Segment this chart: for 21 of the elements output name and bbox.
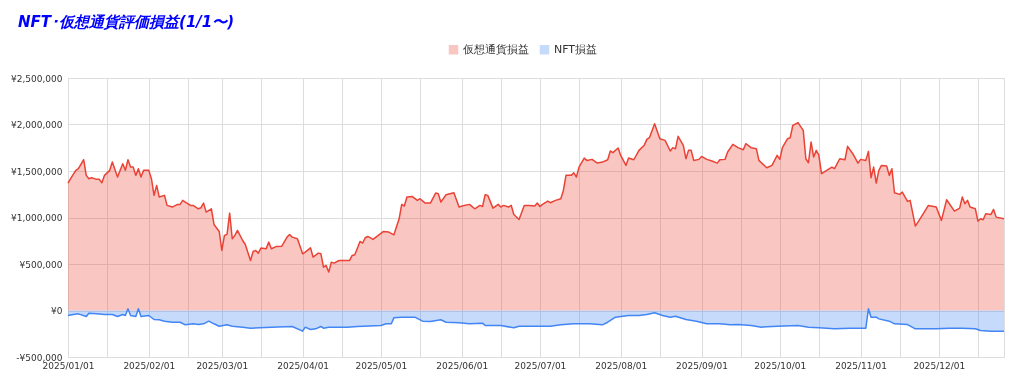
x-tick-label: 2025/10/01	[754, 360, 807, 371]
legend-label: NFT損益	[554, 42, 598, 56]
x-tick-label: 2025/02/01	[123, 360, 176, 371]
y-tick-label: ¥1,000,000	[10, 213, 63, 223]
y-tick-label: ¥2,500,000	[10, 73, 63, 84]
chart-title: NFT･仮想通貨評価損益(1/1〜)	[18, 13, 235, 31]
x-tick-label: 2025/04/01	[277, 360, 330, 371]
x-tick-label: 2025/08/01	[595, 360, 648, 371]
x-tick-label: 2025/06/01	[436, 360, 489, 371]
x-tick-label: 2025/12/01	[913, 360, 966, 371]
y-tick-label: ¥1,500,000	[10, 166, 63, 177]
y-tick-label: ¥0	[51, 306, 63, 316]
x-tick-label: 2025/07/01	[514, 360, 567, 371]
y-tick-label: -¥500,000	[16, 352, 63, 363]
y-tick-label: ¥2,000,000	[10, 120, 63, 130]
x-tick-label: 2025/03/01	[196, 360, 249, 371]
x-tick-label: 2025/05/01	[355, 360, 408, 371]
y-tick-label: ¥500,000	[19, 259, 63, 270]
x-tick-label: 2025/11/01	[835, 360, 888, 371]
x-tick-label: 2025/09/01	[676, 360, 728, 371]
legend-label: 仮想通貨損益	[463, 42, 529, 56]
